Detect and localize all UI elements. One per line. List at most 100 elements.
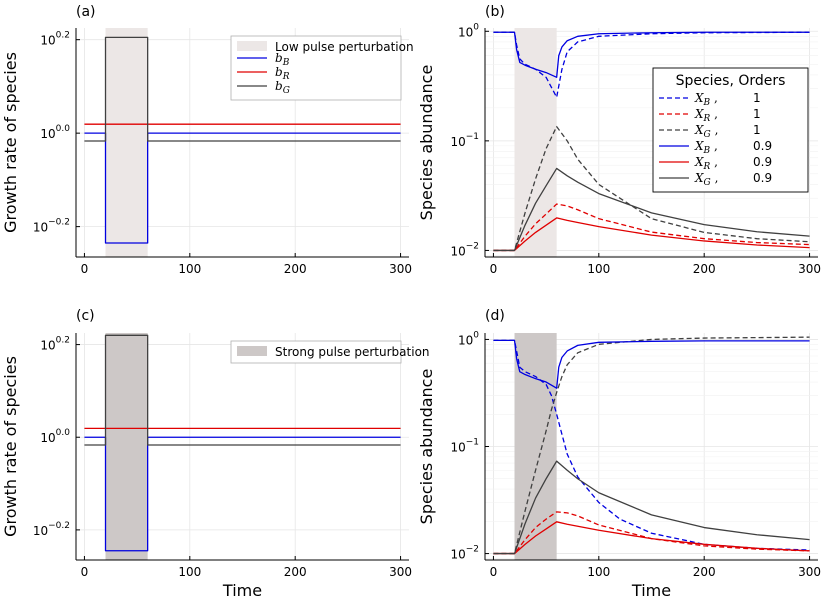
y-tick-base-c-0: 10 bbox=[33, 524, 48, 538]
legend-c: Strong pulse perturbation bbox=[230, 340, 430, 364]
y-tick-exponent-c-1: 0.0 bbox=[56, 428, 71, 438]
panel-label-a: (a) bbox=[76, 4, 96, 20]
legend-entry-subscript: R bbox=[282, 72, 290, 82]
legend-entry-symbol: X bbox=[694, 155, 704, 169]
legend-entry-symbol: b bbox=[275, 65, 283, 79]
series-line-c-2 bbox=[84, 334, 401, 446]
y-tick-base-d-0: 10 bbox=[450, 548, 465, 562]
series-line-d-0 bbox=[493, 339, 810, 551]
x-tick-label-c-2: 200 bbox=[284, 565, 307, 579]
y-tick-label-d-1: 10−1 bbox=[450, 438, 479, 455]
y-tick-base-c-1: 10 bbox=[40, 431, 55, 445]
y-tick-label-c-2: 100.2 bbox=[40, 336, 70, 353]
y-tick-base-b-0: 10 bbox=[450, 244, 465, 258]
series-line-d-4 bbox=[493, 521, 810, 555]
legend-entry-b-3: XB , bbox=[694, 139, 718, 156]
y-tick-exponent-a-2: 0.2 bbox=[56, 31, 70, 41]
legend-entry-subscript: G bbox=[283, 86, 290, 96]
x-tick-label-c-0: 0 bbox=[81, 565, 89, 579]
y-tick-label-a-2: 100.2 bbox=[40, 31, 70, 48]
y-tick-label-b-0: 10−2 bbox=[450, 241, 479, 258]
y-tick-base-a-0: 10 bbox=[33, 221, 48, 235]
x-tick-label-d-1: 100 bbox=[587, 565, 610, 579]
y-tick-label-a-0: 10−0.2 bbox=[33, 218, 70, 235]
y-tick-label-b-1: 10−1 bbox=[450, 132, 479, 149]
legend-order-b-0: 1 bbox=[753, 91, 761, 105]
y-tick-exponent-d-2: 0 bbox=[473, 330, 479, 340]
perturbation-shade-d bbox=[514, 333, 557, 560]
legend-entry-subscript: G bbox=[704, 130, 711, 140]
x-tick-label-b-2: 200 bbox=[693, 262, 716, 276]
y-tick-exponent-d-1: −1 bbox=[466, 438, 479, 448]
legend-entry-symbol: b bbox=[275, 51, 283, 65]
x-tick-label-a-3: 300 bbox=[389, 262, 412, 276]
y-tick-label-d-2: 100 bbox=[458, 330, 479, 347]
legend-entry-b-4: XR , bbox=[694, 155, 718, 172]
y-tick-base-b-1: 10 bbox=[450, 135, 465, 149]
legend-entry-symbol: X bbox=[694, 123, 704, 137]
legend-shade-swatch-c bbox=[237, 346, 267, 356]
x-tick-label-b-1: 100 bbox=[587, 262, 610, 276]
x-axis-label-c: Time bbox=[222, 581, 262, 600]
x-tick-label-a-1: 100 bbox=[178, 262, 201, 276]
x-axis-label-d: Time bbox=[631, 581, 671, 600]
legend-entry-b-5: XG , bbox=[694, 171, 718, 188]
y-tick-base-d-2: 10 bbox=[458, 333, 473, 347]
legend-shade-swatch-a bbox=[237, 41, 267, 51]
series-group-d bbox=[493, 336, 810, 555]
legend-entry-subscript: G bbox=[704, 178, 711, 188]
x-tick-label-d-3: 300 bbox=[798, 565, 821, 579]
x-tick-label-c-3: 300 bbox=[389, 565, 412, 579]
legend-entry-symbol: X bbox=[694, 91, 704, 105]
legend-entry-subscript: B bbox=[703, 146, 711, 156]
y-tick-base-a-1: 10 bbox=[40, 127, 55, 141]
y-tick-label-c-0: 10−0.2 bbox=[33, 521, 70, 538]
x-tick-label-c-1: 100 bbox=[178, 565, 201, 579]
legend-title-b: Species, Orders bbox=[676, 73, 786, 89]
legend-entry-subscript: B bbox=[282, 58, 290, 68]
y-axis-label-c: Growth rate of species bbox=[1, 356, 20, 537]
series-line-a-2 bbox=[84, 36, 401, 142]
legend-entry-b-1: XR , bbox=[694, 107, 718, 124]
y-axis-label-a: Growth rate of species bbox=[1, 52, 20, 233]
y-tick-label-a-1: 100.0 bbox=[40, 124, 70, 141]
y-tick-exponent-b-2: 0 bbox=[473, 22, 479, 32]
y-tick-base-a-2: 10 bbox=[40, 34, 55, 48]
series-group-a bbox=[84, 36, 401, 244]
legend-entry-symbol: X bbox=[694, 139, 704, 153]
series-group-b bbox=[493, 31, 810, 252]
y-tick-label-c-1: 100.0 bbox=[40, 428, 70, 445]
legend-entry-a-0: bB bbox=[275, 51, 290, 68]
perturbation-shade-a bbox=[105, 28, 148, 257]
y-tick-exponent-c-2: 0.2 bbox=[56, 336, 70, 346]
y-tick-exponent-b-1: −1 bbox=[466, 132, 479, 142]
legend-entry-subscript: B bbox=[703, 98, 711, 108]
y-tick-label-b-2: 100 bbox=[458, 22, 479, 39]
y-tick-exponent-c-0: −0.2 bbox=[48, 521, 70, 531]
series-line-d-5 bbox=[493, 460, 810, 555]
y-tick-exponent-b-0: −2 bbox=[466, 241, 479, 251]
legend-order-b-2: 1 bbox=[753, 123, 761, 137]
legend-box-c bbox=[230, 340, 402, 364]
y-tick-exponent-a-0: −0.2 bbox=[48, 218, 70, 228]
series-line-b-3 bbox=[493, 31, 810, 78]
legend-entry-comma: , bbox=[711, 171, 719, 185]
x-tick-label-d-0: 0 bbox=[490, 565, 498, 579]
legend-entry-a-1: bR bbox=[275, 65, 290, 82]
series-line-b-4 bbox=[493, 217, 810, 252]
legend-order-b-4: 0.9 bbox=[753, 155, 772, 169]
legend-entry-a-2: bG bbox=[275, 79, 290, 96]
y-tick-base-d-1: 10 bbox=[450, 441, 465, 455]
series-line-d-3 bbox=[493, 339, 810, 389]
legend-entry-subscript: R bbox=[703, 162, 711, 172]
y-tick-base-b-2: 10 bbox=[458, 25, 473, 39]
legend-order-b-1: 1 bbox=[753, 107, 761, 121]
panel-label-b: (b) bbox=[485, 4, 505, 20]
legend-entry-symbol: b bbox=[275, 79, 283, 93]
